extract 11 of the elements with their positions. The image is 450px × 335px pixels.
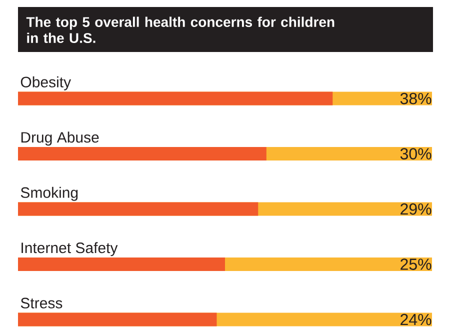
data-label: 30% — [400, 148, 432, 160]
data-label: 29% — [400, 203, 432, 215]
data-label: 24% — [400, 314, 432, 326]
data-label: 38% — [400, 92, 432, 104]
y-tick-label: Drug Abuse — [21, 132, 99, 146]
y-tick-label: Internet Safety — [22, 242, 118, 256]
y-tick-label: Smoking — [20, 186, 78, 201]
chart-title: The top 5 overall health concerns for children in the U.S. — [26, 16, 334, 43]
data-label: 25% — [400, 258, 432, 270]
y-tick-label: Stress — [20, 298, 62, 308]
y-tick-label: Obesity — [20, 76, 72, 90]
